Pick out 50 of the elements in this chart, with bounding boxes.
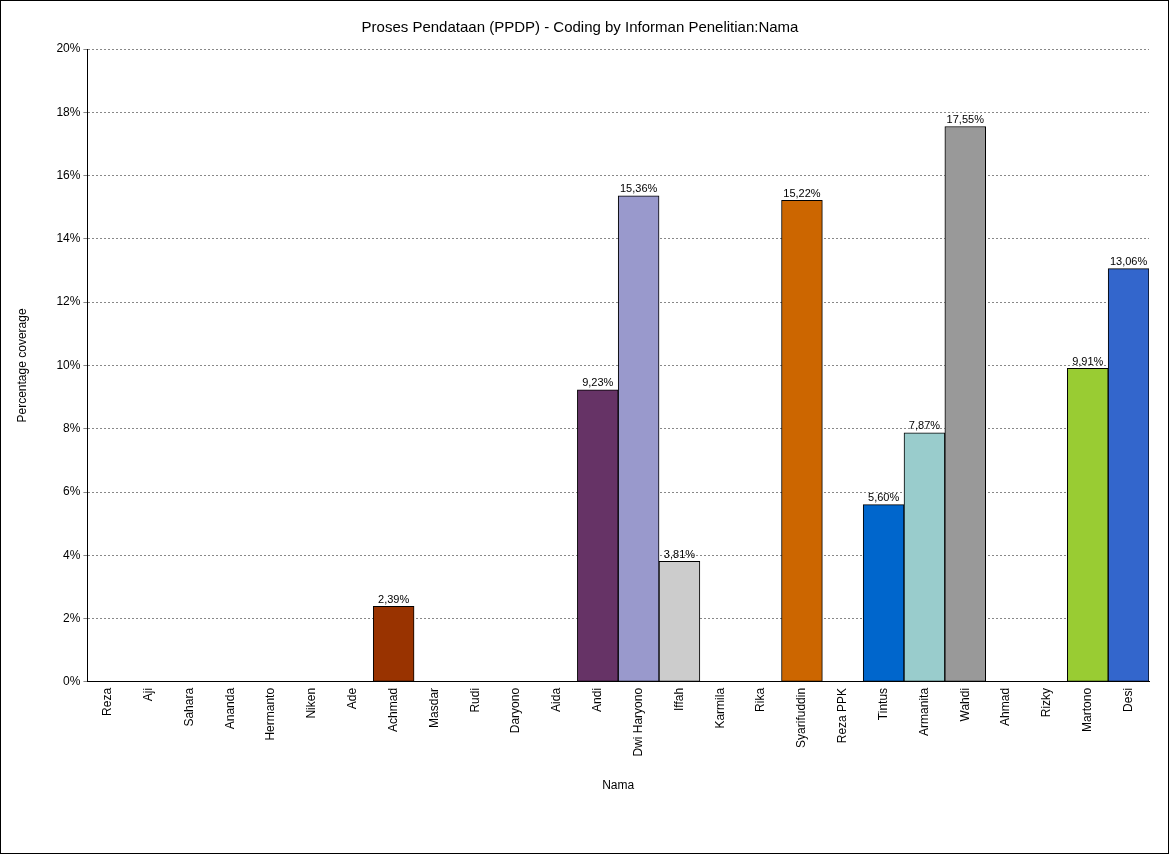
x-tick-label: Reza xyxy=(100,687,115,716)
data-label: 17,55% xyxy=(946,113,985,126)
x-tick-label: Dwi Haryono xyxy=(630,687,645,757)
x-tick-label: Rika xyxy=(753,687,768,712)
y-tick-label: 14% xyxy=(56,231,81,246)
x-tick-label: Syarifuddin xyxy=(794,687,809,748)
x-tick-label: Sahara xyxy=(181,687,196,727)
x-tick-label: Ahmad xyxy=(998,687,1013,726)
data-label: 9,91% xyxy=(1072,354,1104,367)
x-tick-label: Ananda xyxy=(222,687,237,730)
x-tick-label: Aji xyxy=(140,687,155,702)
y-tick-label: 10% xyxy=(56,357,81,372)
data-label: 13,06% xyxy=(1109,255,1148,268)
x-tick-label: Masdar xyxy=(426,687,441,728)
data-label: 15,36% xyxy=(619,182,658,195)
y-tick-label: 4% xyxy=(63,547,81,562)
x-tick-label: Desi xyxy=(1120,687,1135,712)
x-tick-label: Daryono xyxy=(508,687,523,734)
data-label: 7,87% xyxy=(908,419,941,432)
x-tick-label: Aida xyxy=(549,687,564,712)
data-label: 3,81% xyxy=(663,547,696,560)
x-tick-label: Wahdi xyxy=(957,687,972,722)
y-tick-label: 2% xyxy=(63,610,81,625)
y-tick-label: 6% xyxy=(63,484,81,499)
y-axis-title: Percentage coverage xyxy=(14,308,29,423)
data-label: 9,23% xyxy=(582,376,614,389)
x-tick-label: Iffah xyxy=(671,687,686,712)
chart-title: Proses Pendataan (PPDP) - Coding by Informan Penelitian:Nama xyxy=(361,18,800,36)
data-label: 15,22% xyxy=(783,186,821,199)
x-tick-label: Rudi xyxy=(467,687,482,713)
x-tick-label: Achmad xyxy=(385,687,400,732)
y-tick-label: 20% xyxy=(56,41,81,56)
x-tick-label: Hermanto xyxy=(263,687,278,741)
x-axis-title: Nama xyxy=(602,778,635,793)
x-tick-label: Karmila xyxy=(712,687,727,729)
y-tick-label: 0% xyxy=(63,674,81,689)
x-tick-label: Niken xyxy=(304,687,319,719)
y-tick-label: 16% xyxy=(56,167,81,182)
y-tick-label: 8% xyxy=(63,421,81,436)
x-tick-label: Ade xyxy=(345,687,360,710)
y-tick-label: 12% xyxy=(56,294,81,309)
x-tick-label: Andi xyxy=(590,687,605,712)
y-tick-label: 18% xyxy=(56,104,81,119)
data-label: 5,60% xyxy=(868,491,900,504)
x-tick-label: Reza PPK xyxy=(835,687,850,744)
x-tick-label: Martono xyxy=(1080,687,1095,732)
x-tick-label: Armanita xyxy=(916,687,931,736)
data-label: 2,39% xyxy=(378,592,410,605)
x-tick-label: Rizky xyxy=(1039,687,1054,718)
x-tick-label: Tintus xyxy=(875,687,890,721)
